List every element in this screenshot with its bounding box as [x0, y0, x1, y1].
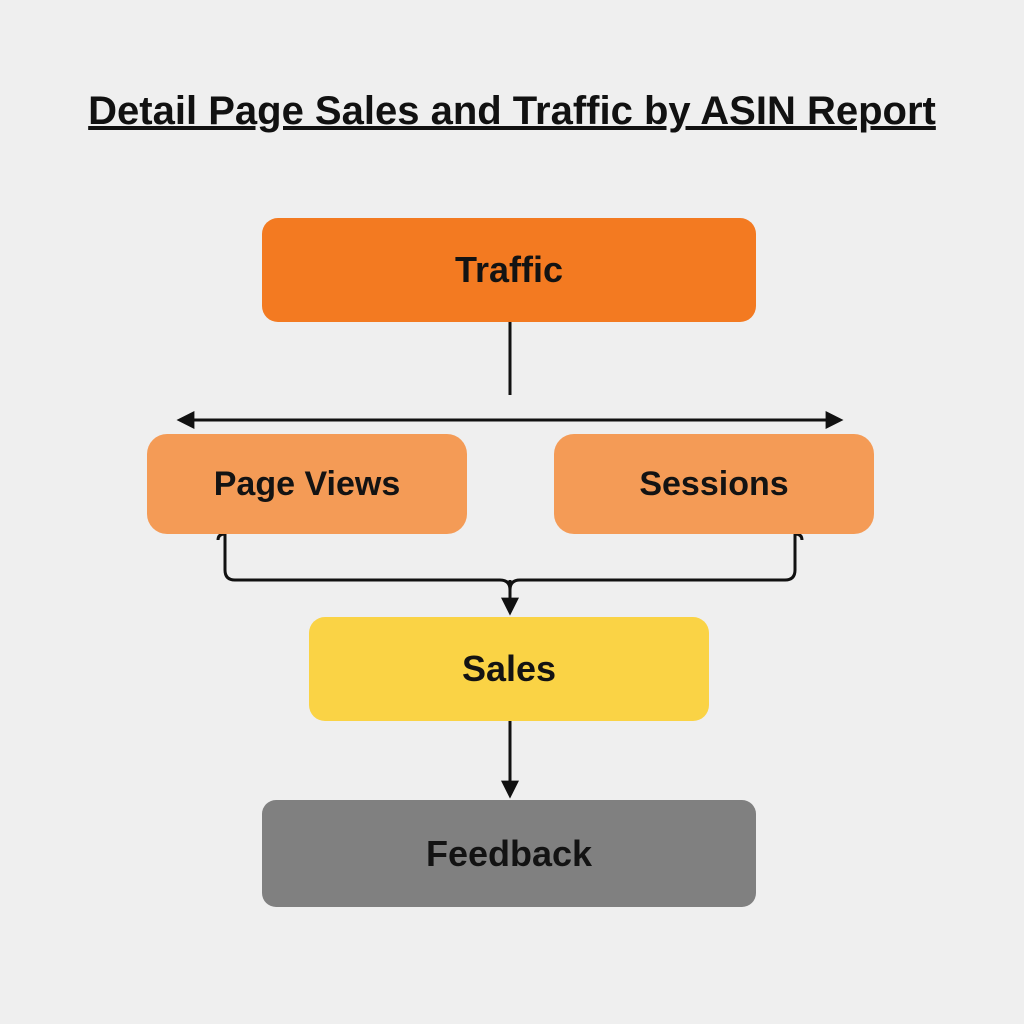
diagram-canvas: Detail Page Sales and Traffic by ASIN Re…: [0, 0, 1024, 1024]
node-label: Sales: [462, 648, 556, 690]
node-sales: Sales: [309, 617, 709, 721]
edge-merge-to-sales: [225, 540, 795, 610]
node-feedback: Feedback: [262, 800, 756, 907]
node-sessions: Sessions: [554, 434, 874, 534]
node-label: Feedback: [426, 833, 592, 875]
node-pageviews: Page Views: [147, 434, 467, 534]
node-label: Page Views: [214, 465, 401, 504]
node-label: Sessions: [639, 465, 788, 504]
page-title: Detail Page Sales and Traffic by ASIN Re…: [0, 88, 1024, 134]
node-label: Traffic: [455, 249, 563, 291]
node-traffic: Traffic: [262, 218, 756, 322]
